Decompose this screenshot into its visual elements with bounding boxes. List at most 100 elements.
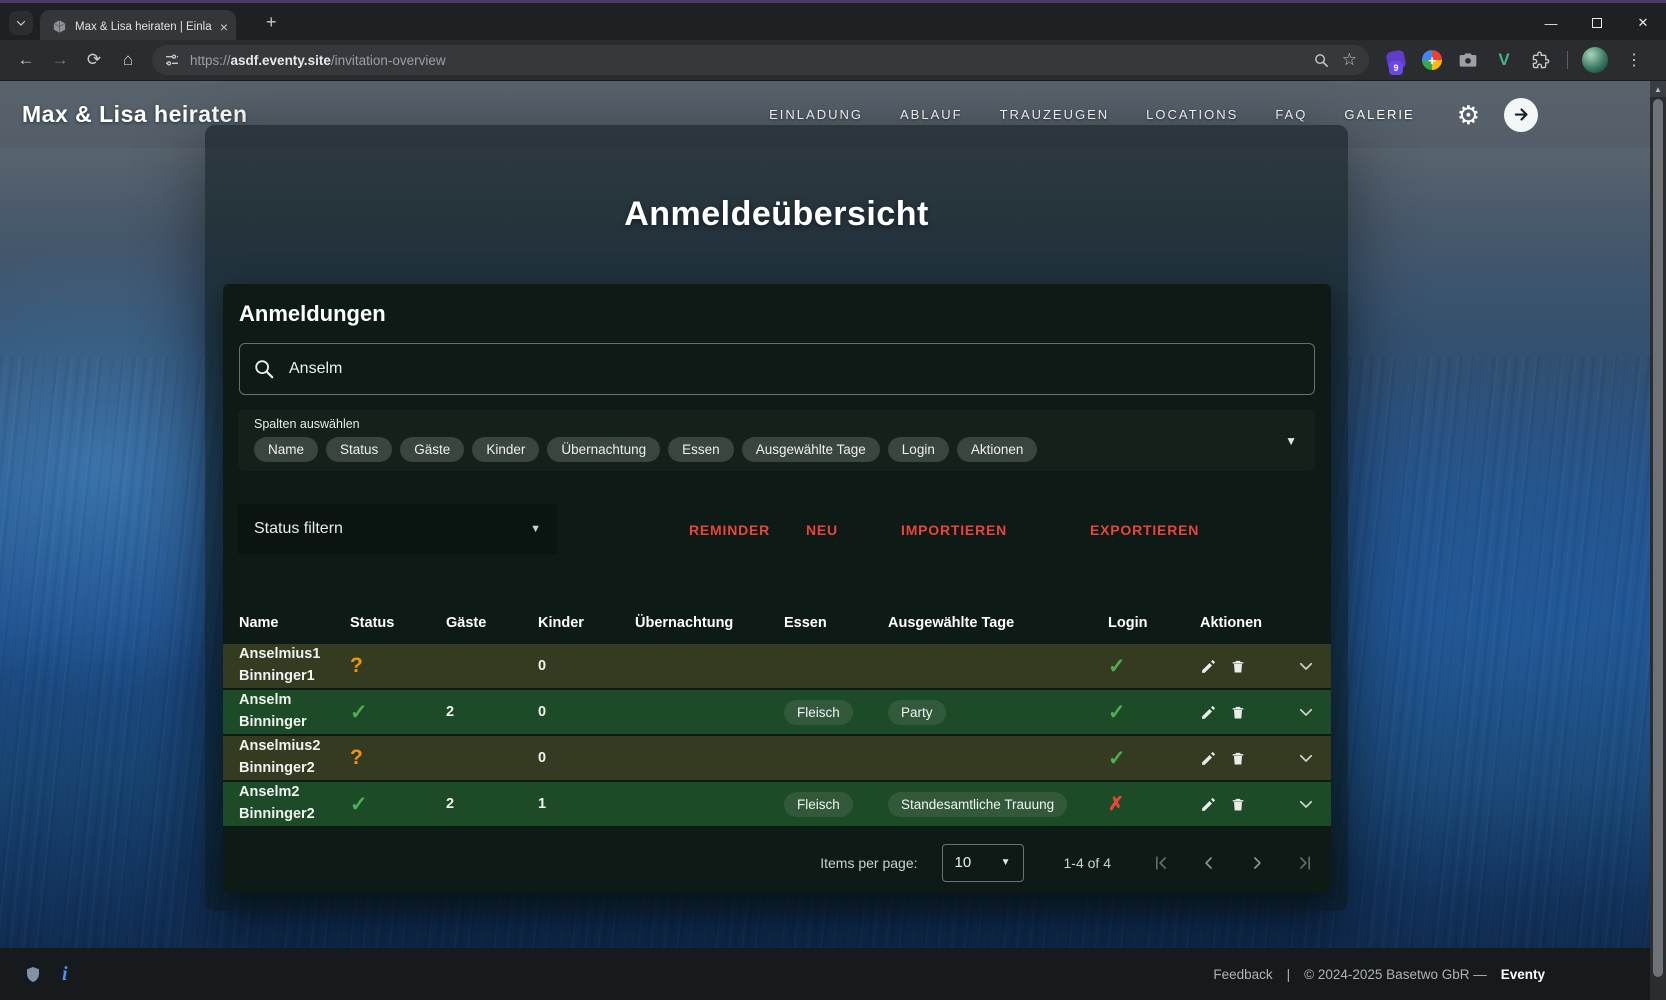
column-picker[interactable]: Spalten auswählen Name Status Gäste Kind…	[238, 410, 1315, 471]
info-icon[interactable]: i	[62, 962, 68, 985]
chip-login[interactable]: Login	[887, 437, 949, 462]
page-size-select[interactable]: 10 ▼	[941, 843, 1024, 882]
chevron-left-icon	[1205, 856, 1212, 869]
window-close-button[interactable]: ✕	[1637, 15, 1649, 30]
chip-name[interactable]: Name	[254, 437, 319, 462]
kinder-value: 0	[538, 750, 547, 766]
table-header-row: Name Status Gäste Kinder Übernachtung Es…	[223, 603, 1331, 642]
chevron-down-icon	[16, 20, 26, 26]
edit-pencil-icon[interactable]	[1200, 704, 1217, 721]
new-tab-button[interactable]: +	[266, 12, 277, 32]
tab-close-icon[interactable]: ×	[219, 18, 228, 35]
delete-trash-icon[interactable]	[1230, 750, 1246, 767]
forward-button[interactable]: →	[51, 50, 69, 69]
main-navigation: EINLADUNG ABLAUF TRAUZEUGEN LOCATIONS FA…	[769, 107, 1415, 122]
table-row: Anselmius2 Binninger2 ? 0 ✓	[223, 736, 1331, 780]
profile-avatar[interactable]	[1582, 47, 1608, 73]
next-page-button[interactable]	[1245, 851, 1269, 875]
home-button[interactable]: ⌂	[122, 50, 134, 69]
puzzle-icon	[1532, 51, 1549, 68]
browser-menu-button[interactable]: ⋮	[1626, 52, 1642, 69]
extensions-menu-button[interactable]	[1527, 47, 1553, 73]
scrollbar-thumb[interactable]	[1653, 99, 1663, 977]
edit-pencil-icon[interactable]	[1200, 750, 1217, 767]
table-row: Anselmius1 Binninger1 ? 0 ✓	[223, 644, 1331, 688]
last-page-button[interactable]	[1293, 851, 1317, 875]
feedback-link[interactable]: Feedback	[1213, 966, 1273, 982]
paginator: Items per page: 10 ▼ 1-4 of 4	[223, 832, 1331, 893]
plus-glyph: +	[1428, 52, 1436, 68]
bookmark-star-icon[interactable]: ☆	[1341, 50, 1357, 69]
first-page-button[interactable]	[1149, 851, 1173, 875]
brand-link[interactable]: Eventy	[1500, 966, 1545, 982]
page-viewport: Max & Lisa heiraten EINLADUNG ABLAUF TRA…	[0, 81, 1666, 1000]
reminder-button[interactable]: REMINDER	[689, 522, 771, 538]
browser-tab[interactable]: Max & Lisa heiraten | Einladung ×	[40, 10, 236, 43]
delete-trash-icon[interactable]	[1230, 796, 1246, 813]
status-filter-select[interactable]: Status filtern ▼	[238, 504, 557, 554]
scrollbar-up-arrow[interactable]: ▲	[1650, 81, 1666, 97]
extension-vue-devtools[interactable]: V	[1491, 47, 1517, 73]
expand-chevron-icon[interactable]	[1297, 703, 1315, 721]
expand-chevron-icon[interactable]	[1297, 657, 1315, 675]
range-label: 1-4 of 4	[1063, 854, 1111, 871]
tab-search-button[interactable]	[9, 11, 33, 35]
login-arrow-button[interactable]	[1504, 97, 1538, 132]
extension-colorful[interactable]: +	[1419, 47, 1445, 73]
reload-button[interactable]: ⟳	[86, 50, 102, 69]
vue-icon: V	[1498, 50, 1510, 69]
footer-icons: i	[24, 963, 68, 986]
privacy-shield-icon[interactable]	[24, 964, 42, 985]
gaeste-value: 2	[446, 796, 455, 812]
chip-aktionen[interactable]: Aktionen	[956, 437, 1038, 462]
previous-page-button[interactable]	[1197, 851, 1221, 875]
tage-pill: Standesamtliche Trauung	[888, 791, 1068, 817]
chip-essen[interactable]: Essen	[668, 437, 734, 462]
extension-screenshot[interactable]	[1455, 47, 1481, 73]
window-maximize-button[interactable]	[1574, 6, 1620, 40]
nav-galerie[interactable]: GALERIE	[1344, 107, 1415, 122]
gaeste-value: 2	[446, 704, 455, 720]
site-settings-icon[interactable]	[164, 52, 180, 68]
favicon-cube-icon	[53, 20, 66, 33]
nav-faq[interactable]: FAQ	[1275, 107, 1308, 122]
chip-uebernachtung[interactable]: Übernachtung	[547, 437, 661, 462]
column-picker-dropdown-icon[interactable]: ▼	[1285, 434, 1297, 448]
neu-button[interactable]: NEU	[806, 522, 838, 538]
chip-kinder[interactable]: Kinder	[472, 437, 540, 462]
exportieren-button[interactable]: EXPORTIEREN	[1090, 522, 1200, 538]
delete-trash-icon[interactable]	[1230, 658, 1246, 675]
extension-badge: 9	[1389, 61, 1403, 75]
anmeldungen-table: Name Status Gäste Kinder Übernachtung Es…	[223, 603, 1331, 826]
chip-ausgewaehlte-tage[interactable]: Ausgewählte Tage	[741, 437, 880, 462]
window-minimize-button[interactable]: —	[1544, 15, 1558, 31]
search-input[interactable]: Anselm	[239, 343, 1315, 395]
chip-gaeste[interactable]: Gäste	[400, 437, 465, 462]
back-button[interactable]: ←	[17, 50, 35, 69]
site-logo[interactable]: Max & Lisa heiraten	[22, 101, 248, 127]
address-bar[interactable]: https://asdf.eventy.site/invitation-over…	[152, 45, 1369, 75]
card-title: Anmeldungen	[239, 301, 386, 326]
expand-chevron-icon[interactable]	[1297, 749, 1315, 767]
essen-pill: Fleisch	[784, 699, 853, 725]
nav-locations[interactable]: LOCATIONS	[1146, 107, 1239, 122]
expand-chevron-icon[interactable]	[1297, 795, 1315, 813]
zoom-icon[interactable]	[1313, 52, 1330, 69]
page-title: Anmeldeübersicht	[624, 195, 929, 233]
url-text[interactable]: https://asdf.eventy.site/invitation-over…	[190, 53, 1303, 68]
nav-ablauf[interactable]: ABLAUF	[900, 107, 963, 122]
page-scrollbar[interactable]: ▲	[1650, 81, 1666, 1000]
edit-pencil-icon[interactable]	[1200, 658, 1217, 675]
last-page-icon	[1300, 855, 1310, 870]
chevron-right-icon	[1254, 856, 1261, 869]
edit-pencil-icon[interactable]	[1200, 796, 1217, 813]
nav-trauzeugen[interactable]: TRAUZEUGEN	[999, 107, 1110, 122]
login-check-icon: ✓	[1108, 700, 1126, 724]
settings-gear-icon[interactable]: ⚙	[1456, 99, 1480, 130]
delete-trash-icon[interactable]	[1230, 704, 1246, 721]
importieren-button[interactable]: IMPORTIEREN	[901, 522, 1008, 538]
status-question-icon: ?	[350, 746, 363, 769]
extension-password-manager[interactable]: 9	[1383, 47, 1409, 75]
chip-status[interactable]: Status	[326, 437, 393, 462]
nav-einladung[interactable]: EINLADUNG	[769, 107, 863, 122]
